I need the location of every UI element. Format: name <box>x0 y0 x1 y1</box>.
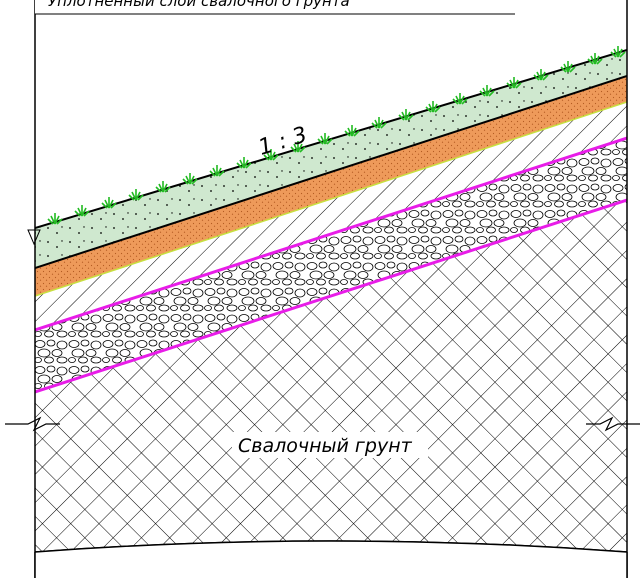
sand-clay-layer <box>35 76 627 296</box>
gravel-bottom-line <box>35 198 627 394</box>
waste-soil-label-box <box>232 432 428 458</box>
left-break-line <box>5 416 60 432</box>
waste-soil-layer <box>35 200 627 575</box>
turf-bottom-line <box>35 75 627 269</box>
top-caption-text: Уплотненный слой свалочного грунта <box>48 0 350 10</box>
compacted-layer <box>35 102 627 330</box>
turf-layer <box>35 50 627 268</box>
right-break-line <box>586 416 640 432</box>
ground-marker-icon <box>27 229 41 246</box>
gravel-top-line <box>35 136 627 332</box>
sand-bottom-line <box>35 101 627 297</box>
waste-soil-label: Свалочный грунт <box>238 435 413 457</box>
gravel-layer <box>35 138 627 392</box>
grass-tufts <box>47 46 626 225</box>
